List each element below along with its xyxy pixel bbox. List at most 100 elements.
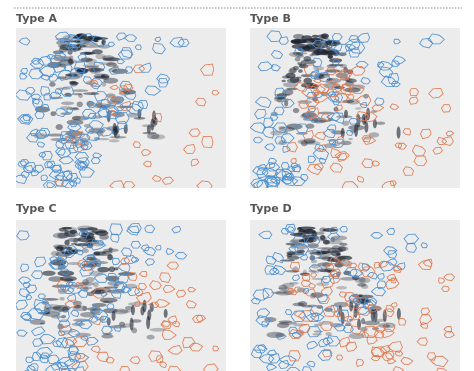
spot <box>338 246 346 252</box>
spot <box>93 282 99 288</box>
spot <box>103 78 118 84</box>
spot <box>298 69 303 73</box>
spot <box>271 112 278 117</box>
panel-label: Type D <box>250 202 292 215</box>
spot <box>51 251 59 256</box>
spot <box>140 306 144 315</box>
spot <box>320 235 325 241</box>
spot <box>85 59 97 64</box>
spot <box>293 108 300 113</box>
spot <box>147 125 151 133</box>
spot <box>56 124 63 130</box>
spot <box>94 254 111 256</box>
spot <box>61 102 74 106</box>
gel-image <box>13 28 226 192</box>
spot <box>113 126 117 137</box>
spot <box>278 126 285 129</box>
spot <box>71 243 77 245</box>
spot <box>131 305 135 315</box>
spot <box>102 55 114 60</box>
spot <box>59 297 65 301</box>
spot <box>306 141 321 145</box>
spot <box>334 262 343 268</box>
spot <box>110 136 127 138</box>
spot <box>397 126 401 138</box>
spot <box>109 266 115 272</box>
spot <box>64 93 71 97</box>
spot <box>314 232 325 235</box>
spot <box>319 227 326 232</box>
spot <box>287 256 300 260</box>
spot <box>30 319 46 325</box>
spot <box>82 279 89 285</box>
spot <box>317 251 331 257</box>
spot <box>109 139 120 142</box>
spot <box>118 310 132 313</box>
spot <box>354 123 358 137</box>
spot <box>146 335 154 340</box>
gel-content <box>16 220 227 371</box>
spot <box>344 110 348 118</box>
gel-image <box>250 28 460 193</box>
spot <box>112 311 116 321</box>
spot <box>277 322 289 328</box>
spot <box>147 309 151 320</box>
gel-content <box>250 28 460 193</box>
spot <box>62 227 72 230</box>
spot <box>97 267 109 272</box>
spot <box>288 69 296 74</box>
gel-image <box>16 220 227 371</box>
spot <box>72 116 81 121</box>
gel-content <box>250 220 460 371</box>
figure: Type A Type B Type C Type D <box>0 0 474 371</box>
spot <box>340 64 347 68</box>
spot <box>364 122 368 133</box>
spot <box>266 332 283 338</box>
spot <box>361 284 369 288</box>
spot <box>336 253 341 256</box>
spot <box>293 34 304 39</box>
panel-label: Type A <box>16 12 58 25</box>
spot <box>95 231 108 236</box>
spot <box>130 318 134 331</box>
spot <box>68 262 81 265</box>
spot <box>82 306 87 311</box>
panel-label: Type C <box>16 202 57 215</box>
spot <box>83 46 100 48</box>
spot <box>359 277 366 283</box>
spot <box>69 55 73 60</box>
spot <box>286 270 300 273</box>
spot <box>50 111 56 116</box>
spot <box>49 82 55 87</box>
spot <box>348 138 352 140</box>
gel-background <box>250 28 460 188</box>
spot <box>376 122 386 125</box>
spot <box>312 333 322 336</box>
spot <box>298 249 304 251</box>
spot <box>278 285 287 291</box>
spot <box>349 301 353 312</box>
spot <box>286 124 303 130</box>
spot <box>106 62 117 67</box>
spot <box>277 97 282 103</box>
spot <box>73 301 82 307</box>
spot <box>53 245 62 249</box>
spot <box>100 298 118 303</box>
spot <box>164 309 168 318</box>
spot <box>67 119 84 125</box>
spot <box>295 57 301 62</box>
spot <box>284 100 288 106</box>
spot <box>339 243 347 246</box>
spot <box>103 248 119 252</box>
spot <box>77 225 93 231</box>
spot <box>66 233 75 238</box>
spot <box>310 54 314 56</box>
spot <box>311 278 327 280</box>
spot <box>147 133 160 139</box>
spot <box>364 321 380 326</box>
spot <box>72 93 82 95</box>
spot <box>298 301 307 306</box>
gel-image <box>250 220 460 371</box>
gel-content <box>13 28 226 192</box>
spot <box>84 52 93 54</box>
